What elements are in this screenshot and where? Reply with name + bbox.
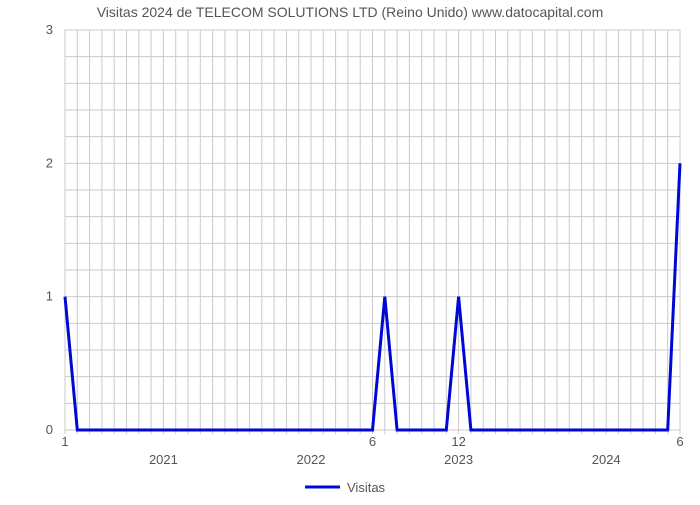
y-tick-label: 0 [46, 422, 53, 437]
x-edge-label: 1 [61, 434, 68, 449]
x-year-label: 2021 [149, 452, 178, 467]
y-tick-label: 1 [46, 289, 53, 304]
x-edge-label: 6 [676, 434, 683, 449]
x-edge-label: 6 [369, 434, 376, 449]
x-year-label: 2022 [297, 452, 326, 467]
chart-svg: 0123161262021202220232024Visitas [0, 0, 700, 500]
x-year-label: 2023 [444, 452, 473, 467]
x-edge-label: 12 [451, 434, 465, 449]
x-year-label: 2024 [592, 452, 621, 467]
y-tick-label: 3 [46, 22, 53, 37]
chart-title: Visitas 2024 de TELECOM SOLUTIONS LTD (R… [0, 4, 700, 20]
legend-label: Visitas [347, 480, 386, 495]
y-tick-label: 2 [46, 155, 53, 170]
chart-container: Visitas 2024 de TELECOM SOLUTIONS LTD (R… [0, 0, 700, 500]
